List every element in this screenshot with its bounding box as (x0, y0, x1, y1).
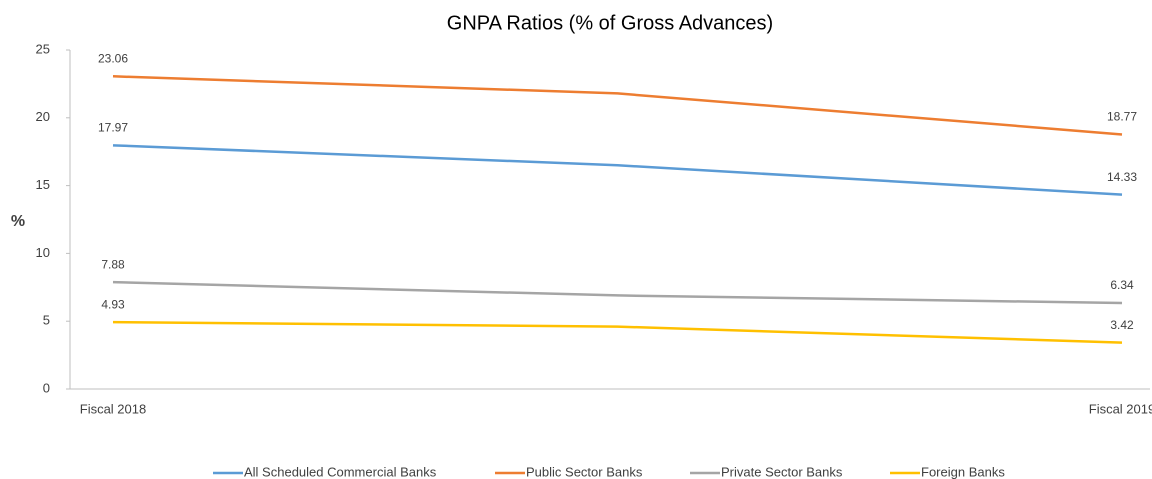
chart-title: GNPA Ratios (% of Gross Advances) (447, 12, 773, 34)
series-line (112, 320, 1123, 344)
series-line (112, 144, 1123, 196)
data-label: 18.77 (1107, 110, 1137, 124)
data-label: 7.88 (101, 257, 125, 271)
y-tick-label: 5 (43, 313, 50, 328)
y-tick-label: 25 (36, 41, 50, 56)
y-axis-label: % (11, 213, 25, 230)
series-line (112, 75, 1123, 136)
data-label: 17.97 (98, 120, 128, 134)
legend-label: Foreign Banks (921, 464, 1005, 479)
y-tick-label: 20 (36, 109, 50, 124)
y-tick-label: 15 (36, 177, 50, 192)
data-label: 3.42 (1110, 318, 1134, 332)
data-label: 14.33 (1107, 170, 1137, 184)
data-label: 6.34 (1110, 278, 1134, 292)
legend-label: All Scheduled Commercial Banks (244, 464, 437, 479)
legend-label: Private Sector Banks (721, 464, 843, 479)
y-tick-label: 10 (36, 245, 50, 260)
y-tick-label: 0 (43, 380, 50, 395)
x-tick-label: Fiscal 2019 (1089, 401, 1152, 416)
series-line (112, 280, 1123, 305)
legend-label: Public Sector Banks (526, 464, 643, 479)
data-label: 23.06 (98, 51, 128, 65)
data-label: 4.93 (101, 297, 125, 311)
x-tick-label: Fiscal 2018 (80, 401, 146, 416)
